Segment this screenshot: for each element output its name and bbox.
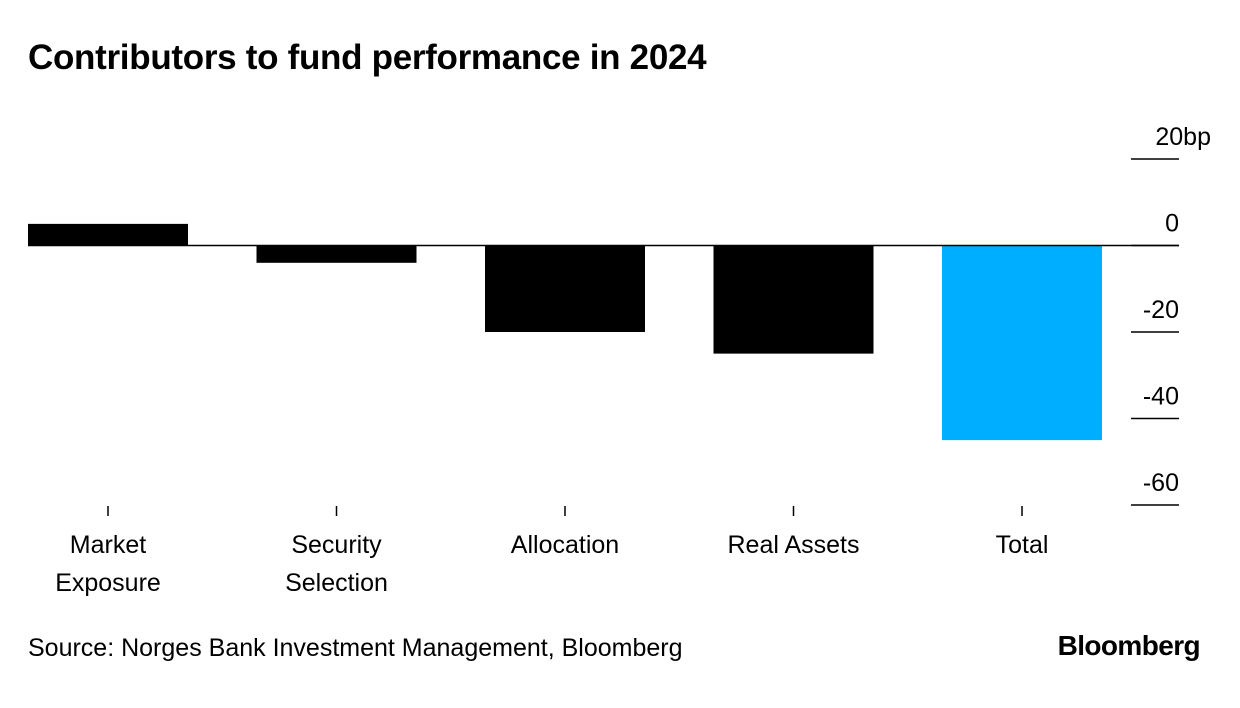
y-tick-label: -60 bbox=[1143, 469, 1179, 497]
bar-real-assets bbox=[713, 245, 874, 354]
x-tick-label: Security bbox=[291, 531, 382, 559]
chart-title: Contributors to fund performance in 2024 bbox=[28, 38, 707, 77]
x-tick-label: Selection bbox=[285, 569, 388, 597]
bloomberg-logo: Bloomberg bbox=[1057, 630, 1201, 661]
y-tick-label: -20 bbox=[1143, 296, 1179, 324]
y-tick-label: -40 bbox=[1143, 383, 1179, 411]
source-note: Source: Norges Bank Investment Managemen… bbox=[28, 634, 683, 662]
x-tick-label: Real Assets bbox=[727, 531, 859, 559]
bar-security-selection bbox=[256, 245, 417, 263]
x-tick-label: Allocation bbox=[511, 531, 619, 559]
x-tick-label: Exposure bbox=[55, 569, 161, 597]
x-tick-label: Market bbox=[70, 531, 146, 559]
bars-group bbox=[28, 223, 1102, 441]
y-axis: 20bp 0 -20 -40 -60 bbox=[1131, 123, 1211, 506]
bar-total bbox=[942, 245, 1102, 441]
bar-allocation bbox=[485, 245, 645, 332]
x-tick-label: Total bbox=[996, 531, 1049, 559]
y-tick-label: 20bp bbox=[1155, 123, 1211, 151]
y-tick-label: 0 bbox=[1165, 210, 1179, 238]
bar-market-exposure bbox=[28, 223, 188, 246]
x-axis: Market Exposure Security Selection Allocatio… bbox=[55, 506, 1048, 597]
